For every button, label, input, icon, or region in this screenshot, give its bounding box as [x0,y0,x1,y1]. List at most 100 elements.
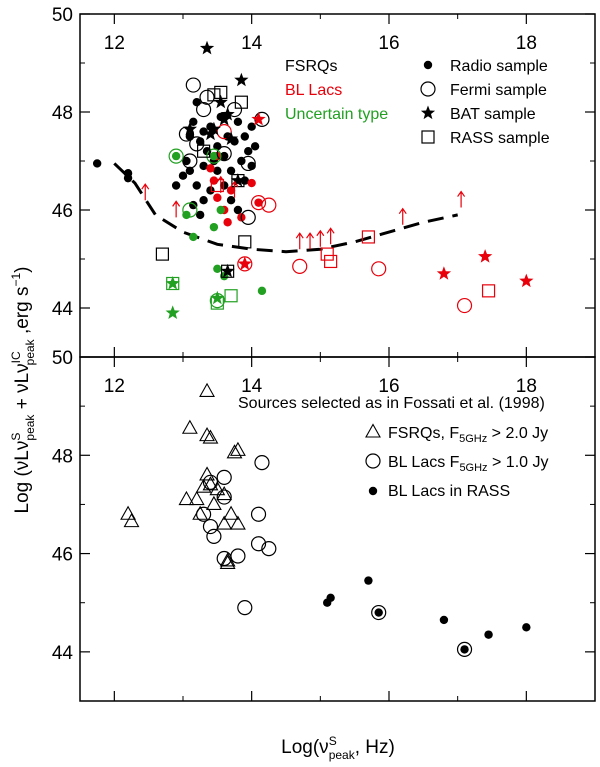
top-point-dot [247,122,256,131]
top-point-dot [233,117,243,127]
bottom-legend-circle-symbol [365,453,381,469]
top-point-circle [216,146,232,162]
bottom-legend-rass: BL Lacs in RASS [388,483,510,500]
bottom-point-triangle [202,429,219,444]
top-point-square [207,88,221,102]
top-point-square [481,284,496,298]
bottom-point-circle [230,548,246,564]
top-point-square [210,296,224,310]
top-point-circle [182,153,198,169]
top-point-circle [456,297,473,314]
y-tick-label: 50 [52,5,73,26]
top-point-star [519,273,534,288]
bottom-point-dot [326,593,335,602]
top-point-dot [171,151,181,161]
top-point-dot [209,222,219,232]
top-point-dot [254,198,263,207]
top-point-up-arrow [141,183,150,201]
bottom-point-dot [484,630,493,639]
legend-type-uncertain: Uncertain type [285,106,388,123]
y-tick-label: 48 [52,103,73,124]
top-point-circle [261,197,277,213]
top-point-dot [199,127,208,136]
bottom-point-dot [374,608,383,617]
top-point-square [361,230,375,244]
top-point-star [165,276,180,290]
top-point-square [324,254,338,269]
bottom-point-circle [206,528,222,544]
top-point-square [238,235,252,249]
x-tick-label: 18 [516,376,537,397]
top-point-square [320,247,334,261]
top-point-dot [195,210,205,220]
bottom-annotation: Sources selected as in Fossati et al. (1… [238,395,545,412]
top-point-circle [199,89,215,105]
top-point-square [234,95,248,109]
bottom-axis-ticks: 12 14 16 18 44 46 48 50 [52,348,596,702]
legend-sample-bat: BAT sample [450,106,536,123]
top-point-star [251,111,266,126]
x-tick-label: 14 [241,33,263,54]
top-point-up-arrow [295,232,304,250]
bottom-point-triangle [199,427,215,442]
top-point-circle [185,77,201,93]
bottom-legend-triangle-symbol [365,423,381,438]
bottom-panel-frame [79,356,596,702]
top-point-dot [240,132,249,141]
top-point-dot [199,196,208,205]
bottom-panel-marks [120,382,531,658]
top-point-up-arrow [216,175,225,193]
bottom-point-triangle [199,466,215,481]
top-point-circle [168,148,184,164]
top-point-star [237,256,252,270]
top-point-dot [199,161,208,171]
top-point-star [213,94,228,109]
x-tick-label: 12 [104,376,125,397]
bottom-point-triangle [223,505,240,520]
bottom-point-triangle [188,490,205,506]
top-point-up-arrow [306,232,315,250]
bottom-point-circle [216,469,232,485]
top-point-star [478,249,493,263]
top-point-square [224,289,238,303]
top-point-dot [220,181,229,190]
legend-sample-radio: Radio sample [450,58,548,75]
top-point-square [214,85,228,100]
x-tick-label: 18 [516,33,537,54]
bottom-legend-dot-symbol [368,486,378,496]
top-point-up-arrow [398,207,407,225]
top-point-circle [250,195,267,211]
top-point-up-arrow [316,229,325,247]
x-tick-label: 12 [104,33,125,54]
top-point-dot [206,186,215,195]
top-point-dot [220,151,229,161]
top-point-dot [226,186,236,195]
top-point-square [166,276,180,291]
top-point-dot [216,205,225,215]
top-point-dot [247,178,256,188]
top-panel-marks [92,40,534,319]
top-point-circle [371,261,387,277]
top-point-star [199,40,215,55]
bottom-point-circle [456,641,473,658]
y-tick-label: 44 [52,299,74,320]
top-point-dot [123,173,133,183]
top-point-star [182,121,197,136]
top-point-star [223,131,239,145]
top-point-up-arrow [326,227,335,245]
top-point-dot [244,147,253,156]
legend-type-bllac: BL Lacs [285,82,342,99]
top-point-dot [178,171,188,180]
top-point-circle [206,148,222,164]
top-point-circle [240,209,256,225]
bottom-legend-fsrq: FSRQs, F5GHz > 2.0 Jy [388,425,548,445]
bottom-point-dot [522,623,531,632]
top-point-star [234,72,249,87]
top-point-square [210,178,224,193]
bottom-point-circle [216,489,232,505]
y-tick-label: 48 [52,446,73,467]
x-tick-label: 16 [378,33,399,54]
top-axis-ticks: 12 14 16 18 44 46 48 50 [52,5,596,358]
top-point-up-arrow [230,180,239,198]
bottom-point-circle [371,604,387,621]
